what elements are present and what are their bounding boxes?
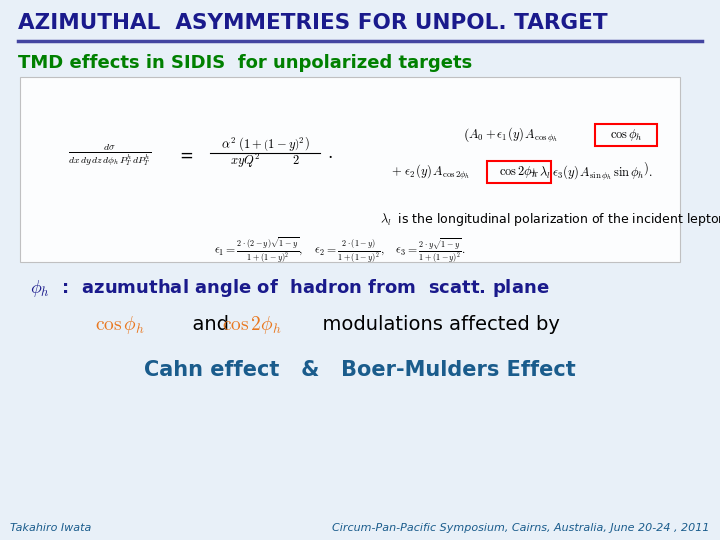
Text: $\cos 2\phi_h$: $\cos 2\phi_h$ — [222, 314, 282, 336]
Text: $+\,\lambda_l\,\epsilon_3(y)\,A_{\sin\phi_h}\,\sin\phi_h\left.\right).$: $+\,\lambda_l\,\epsilon_3(y)\,A_{\sin\ph… — [528, 161, 652, 183]
Text: Takahiro Iwata: Takahiro Iwata — [10, 523, 91, 533]
Text: TMD effects in SIDIS  for unpolarized targets: TMD effects in SIDIS for unpolarized tar… — [18, 54, 472, 72]
Text: $\left(A_0+\epsilon_1(y)\,A_{\cos\phi_h}\right.$: $\left(A_0+\epsilon_1(y)\,A_{\cos\phi_h}… — [462, 125, 557, 145]
Text: and: and — [180, 315, 241, 334]
Text: $\left.+\,\epsilon_2(y)\,A_{\cos 2\phi_h}\right.$: $\left.+\,\epsilon_2(y)\,A_{\cos 2\phi_h… — [390, 163, 471, 181]
FancyBboxPatch shape — [20, 77, 680, 262]
Text: $\cos 2\phi_h$: $\cos 2\phi_h$ — [500, 164, 539, 180]
Text: $\cdot$: $\cdot$ — [327, 145, 333, 165]
Text: $=$: $=$ — [176, 146, 194, 164]
Text: Circum-Pan-Pacific Symposium, Cairns, Australia, June 20-24 , 2011: Circum-Pan-Pacific Symposium, Cairns, Au… — [333, 523, 710, 533]
Text: $\epsilon_1=\frac{2\cdot(2-y)\sqrt{1-y}}{1+(1-y)^2},\quad\epsilon_2=\frac{2\cdot: $\epsilon_1=\frac{2\cdot(2-y)\sqrt{1-y}}… — [214, 236, 466, 264]
Text: $\phi_h$  :  azumuthal angle of  hadron from  scatt. plane: $\phi_h$ : azumuthal angle of hadron fro… — [30, 277, 549, 299]
Text: $\lambda_l\;$ is the longitudinal polarization of the incident lepton: $\lambda_l\;$ is the longitudinal polari… — [380, 212, 720, 228]
Text: $xyQ^2\qquad\quad 2$: $xyQ^2\qquad\quad 2$ — [230, 152, 300, 170]
Text: $\alpha^2\;\left(1+\left(1-y\right)^2\right)$: $\alpha^2\;\left(1+\left(1-y\right)^2\ri… — [220, 136, 310, 154]
Text: $\cos\phi_h$: $\cos\phi_h$ — [95, 314, 145, 336]
Text: AZIMUTHAL  ASYMMETRIES FOR UNPOL. TARGET: AZIMUTHAL ASYMMETRIES FOR UNPOL. TARGET — [18, 13, 608, 33]
Text: $\frac{d\sigma}{dx\,dy\,dz\,d\phi_h\,P_T^h\,dP_T^h}$: $\frac{d\sigma}{dx\,dy\,dz\,d\phi_h\,P_T… — [68, 142, 152, 168]
Text: $\cos\phi_h$: $\cos\phi_h$ — [610, 127, 642, 143]
Text: modulations affected by: modulations affected by — [310, 315, 560, 334]
Text: Cahn effect   &   Boer-Mulders Effect: Cahn effect & Boer-Mulders Effect — [144, 360, 576, 380]
